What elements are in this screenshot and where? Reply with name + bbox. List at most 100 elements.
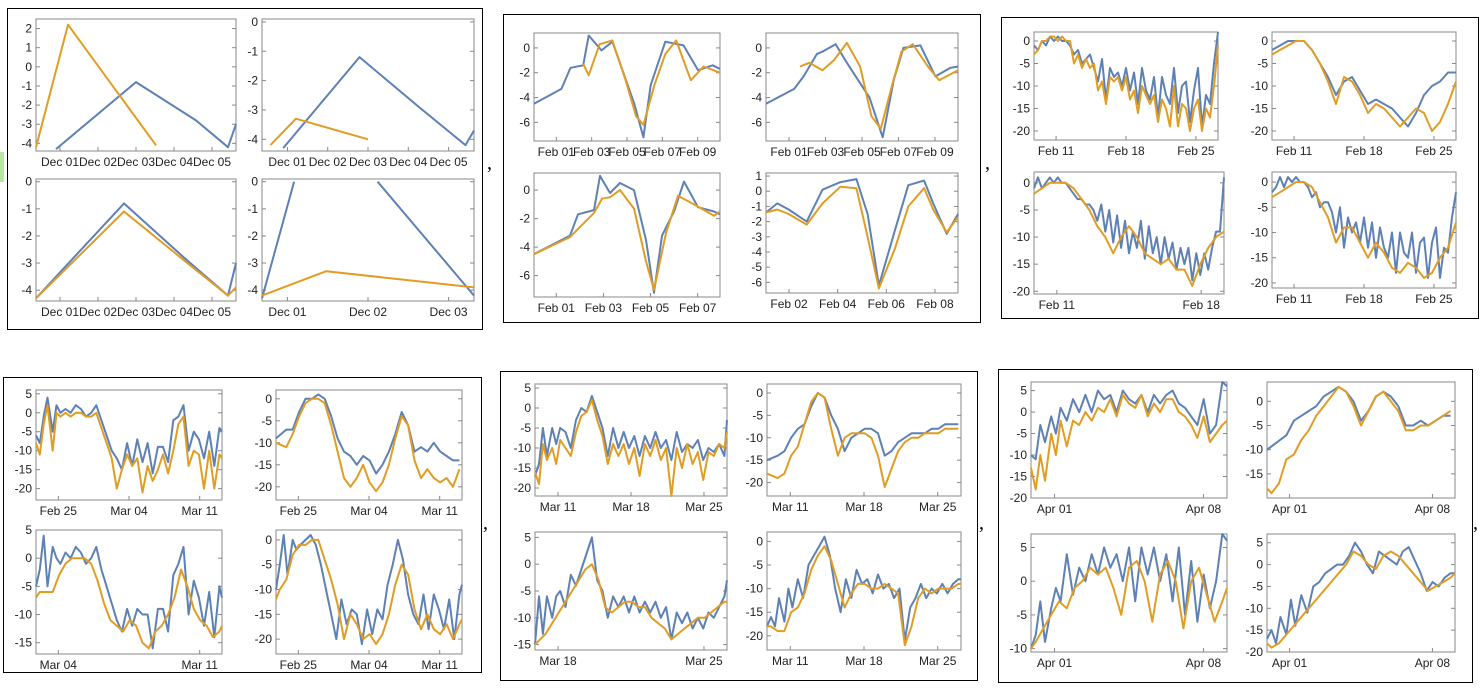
x-tick-label: Dec 03 — [430, 305, 468, 319]
x-tick-label: Dec 04 — [155, 155, 193, 169]
subplot-5-1: 5 0 -5 -10 -15 -20 Mar 11 Mar 18 Mar 25 — [514, 381, 728, 514]
x-tick-label: Mar 04 — [40, 658, 78, 672]
subplot-2-3: 0 -2 -4 -6 Feb 01 Feb 03 Feb 05 Feb 07 — [519, 172, 721, 315]
y-tick-label: -5 — [751, 260, 762, 274]
x-tick-label: Mar 11 — [421, 658, 458, 672]
x-tick-label: Feb 01 — [538, 301, 576, 315]
y-tick-label: -5 — [21, 425, 32, 439]
plot-frame — [1030, 533, 1228, 653]
y-tick-label: -5 — [21, 579, 32, 593]
series-line-orange — [582, 39, 721, 126]
subplot-4-4: 0 -5 -10 -15 -20 Feb 25 Mar 04 Mar 11 — [255, 529, 463, 672]
series-line-orange — [767, 545, 961, 647]
y-tick-label: 5 — [524, 530, 531, 544]
series-line-blue — [1030, 533, 1228, 649]
series-line-orange — [1271, 181, 1457, 279]
series-line-blue — [766, 535, 961, 642]
plot-frame — [35, 529, 223, 655]
series-line-blue — [534, 536, 728, 645]
plot-frame — [534, 531, 728, 651]
chart-group-3: 0 -5 -10 -15 -20 Feb 11 Feb 18 Feb 25 0 -5 -10 -15 -… — [1013, 31, 1457, 312]
series-line-orange — [534, 399, 728, 497]
series-line-orange — [35, 23, 157, 148]
y-tick-label: -20 — [746, 629, 764, 643]
y-tick-label: -15 — [1246, 467, 1264, 481]
y-tick-label: -20 — [255, 480, 273, 494]
y-tick-label: 0 — [251, 175, 258, 189]
x-tick-label: Dec 02 — [79, 305, 117, 319]
x-tick-label: Apr 01 — [1272, 656, 1308, 670]
y-tick-label: -20 — [1013, 124, 1031, 138]
series-line-blue — [376, 181, 475, 297]
y-tick-label: 0 — [1256, 558, 1263, 572]
series-line-orange — [35, 557, 223, 650]
series-line-blue — [275, 534, 463, 646]
separator: , — [1473, 512, 1478, 534]
panel-group-4: 5 0 -5 -10 -15 -20 Feb 25 Mar 04 Mar 11 0 -5 -10 -15… — [3, 377, 482, 673]
series-line-blue — [533, 34, 721, 139]
y-tick-label: -10 — [15, 608, 33, 622]
subplot-1-4: 0 -1 -2 -3 -4 Dec 01 Dec 02 Dec 03 — [247, 175, 475, 319]
x-tick-label: Dec 01 — [41, 155, 79, 169]
x-tick-label: Feb 18 — [1345, 144, 1383, 158]
y-tick-label: 0 — [1023, 176, 1030, 190]
y-tick-label: 0 — [1261, 34, 1268, 48]
y-tick-label: -2 — [519, 66, 530, 80]
y-tick-label: 0 — [755, 41, 762, 55]
x-tick-label: Apr 08 — [1415, 502, 1451, 516]
series-line-blue — [766, 392, 959, 462]
subplot-5-2: 0 -5 -10 -15 -20 Mar 11 Mar 18 Mar 25 — [746, 383, 962, 514]
x-tick-label: Feb 11 — [1039, 298, 1076, 312]
y-tick-label: -3 — [751, 230, 762, 244]
series-line-blue — [1266, 541, 1455, 645]
y-tick-label: -10 — [1251, 226, 1269, 240]
y-tick-label: -6 — [751, 275, 762, 289]
subplot-1-1: 2 1 0 -1 -2 -3 -4 Dec 01 Dec 02 Dec 03 Dec 04 Dec 0… — [21, 18, 237, 169]
x-tick-label: Mar 18 — [845, 654, 883, 668]
series-line-orange — [1271, 40, 1457, 132]
series-line-orange — [1030, 560, 1228, 650]
series-line-orange — [275, 397, 461, 493]
y-tick-label: 0 — [756, 386, 763, 400]
y-tick-label: -4 — [21, 136, 32, 150]
x-tick-label: Dec 01 — [268, 305, 306, 319]
y-tick-label: 0 — [1023, 34, 1030, 48]
y-tick-label: -1 — [247, 44, 258, 58]
separator: , — [979, 512, 984, 534]
series-line-orange — [799, 41, 959, 130]
chart-group-4: 5 0 -5 -10 -15 -20 Feb 25 Mar 04 Mar 11 0 -5 -10 -15… — [15, 387, 463, 672]
y-tick-label: -2 — [751, 215, 762, 229]
y-tick-label: -5 — [752, 408, 763, 422]
subplot-2-4: 10-1 -2-3-4-5-6 Feb 02 Feb 04 Feb 06 Feb 08 — [751, 169, 959, 311]
x-tick-label: Mar 04 — [110, 504, 148, 518]
subplot-5-4: 0 -5 -10 -15 -20 Mar 11 Mar 18 Mar 25 — [746, 531, 962, 668]
y-tick-label: -10 — [1013, 230, 1031, 244]
series-line-blue — [261, 181, 296, 299]
y-tick-label: -20 — [1010, 491, 1028, 505]
x-tick-label: Dec 02 — [309, 155, 347, 169]
x-tick-label: Mar 11 — [540, 500, 577, 514]
y-tick-label: 0 — [1020, 574, 1027, 588]
y-tick-label: -5 — [520, 584, 531, 598]
subplot-6-1: 5 0 -5 -10 -15 -20 Apr 01 Apr 08 — [1010, 381, 1228, 516]
plot-frame — [533, 172, 721, 298]
series-line-orange — [269, 117, 369, 146]
series-line-blue — [35, 534, 223, 650]
y-tick-label: -5 — [1257, 200, 1268, 214]
y-tick-label: -10 — [746, 431, 764, 445]
y-tick-label: 5 — [1020, 384, 1027, 398]
y-tick-label: -15 — [255, 607, 273, 621]
series-line-blue — [1271, 176, 1457, 279]
y-tick-label: 0 — [251, 15, 258, 29]
y-tick-label: -10 — [255, 436, 273, 450]
x-tick-label: Mar 18 — [539, 654, 577, 668]
x-tick-label: Mar 11 — [181, 504, 218, 518]
panel-group-5: 5 0 -5 -10 -15 -20 Mar 11 Mar 18 Mar 25 0 -5 -10 -15… — [500, 371, 978, 681]
subplot-4-2: 0 -5 -10 -15 -20 Feb 25 Mar 04 Mar 11 — [255, 389, 463, 518]
y-tick-label: -15 — [1246, 623, 1264, 637]
panel-group-1: 2 1 0 -1 -2 -3 -4 Dec 01 Dec 02 Dec 03 Dec 04 Dec 0… — [7, 8, 483, 330]
series-line-orange — [766, 392, 959, 488]
series-line-blue — [1033, 176, 1225, 282]
